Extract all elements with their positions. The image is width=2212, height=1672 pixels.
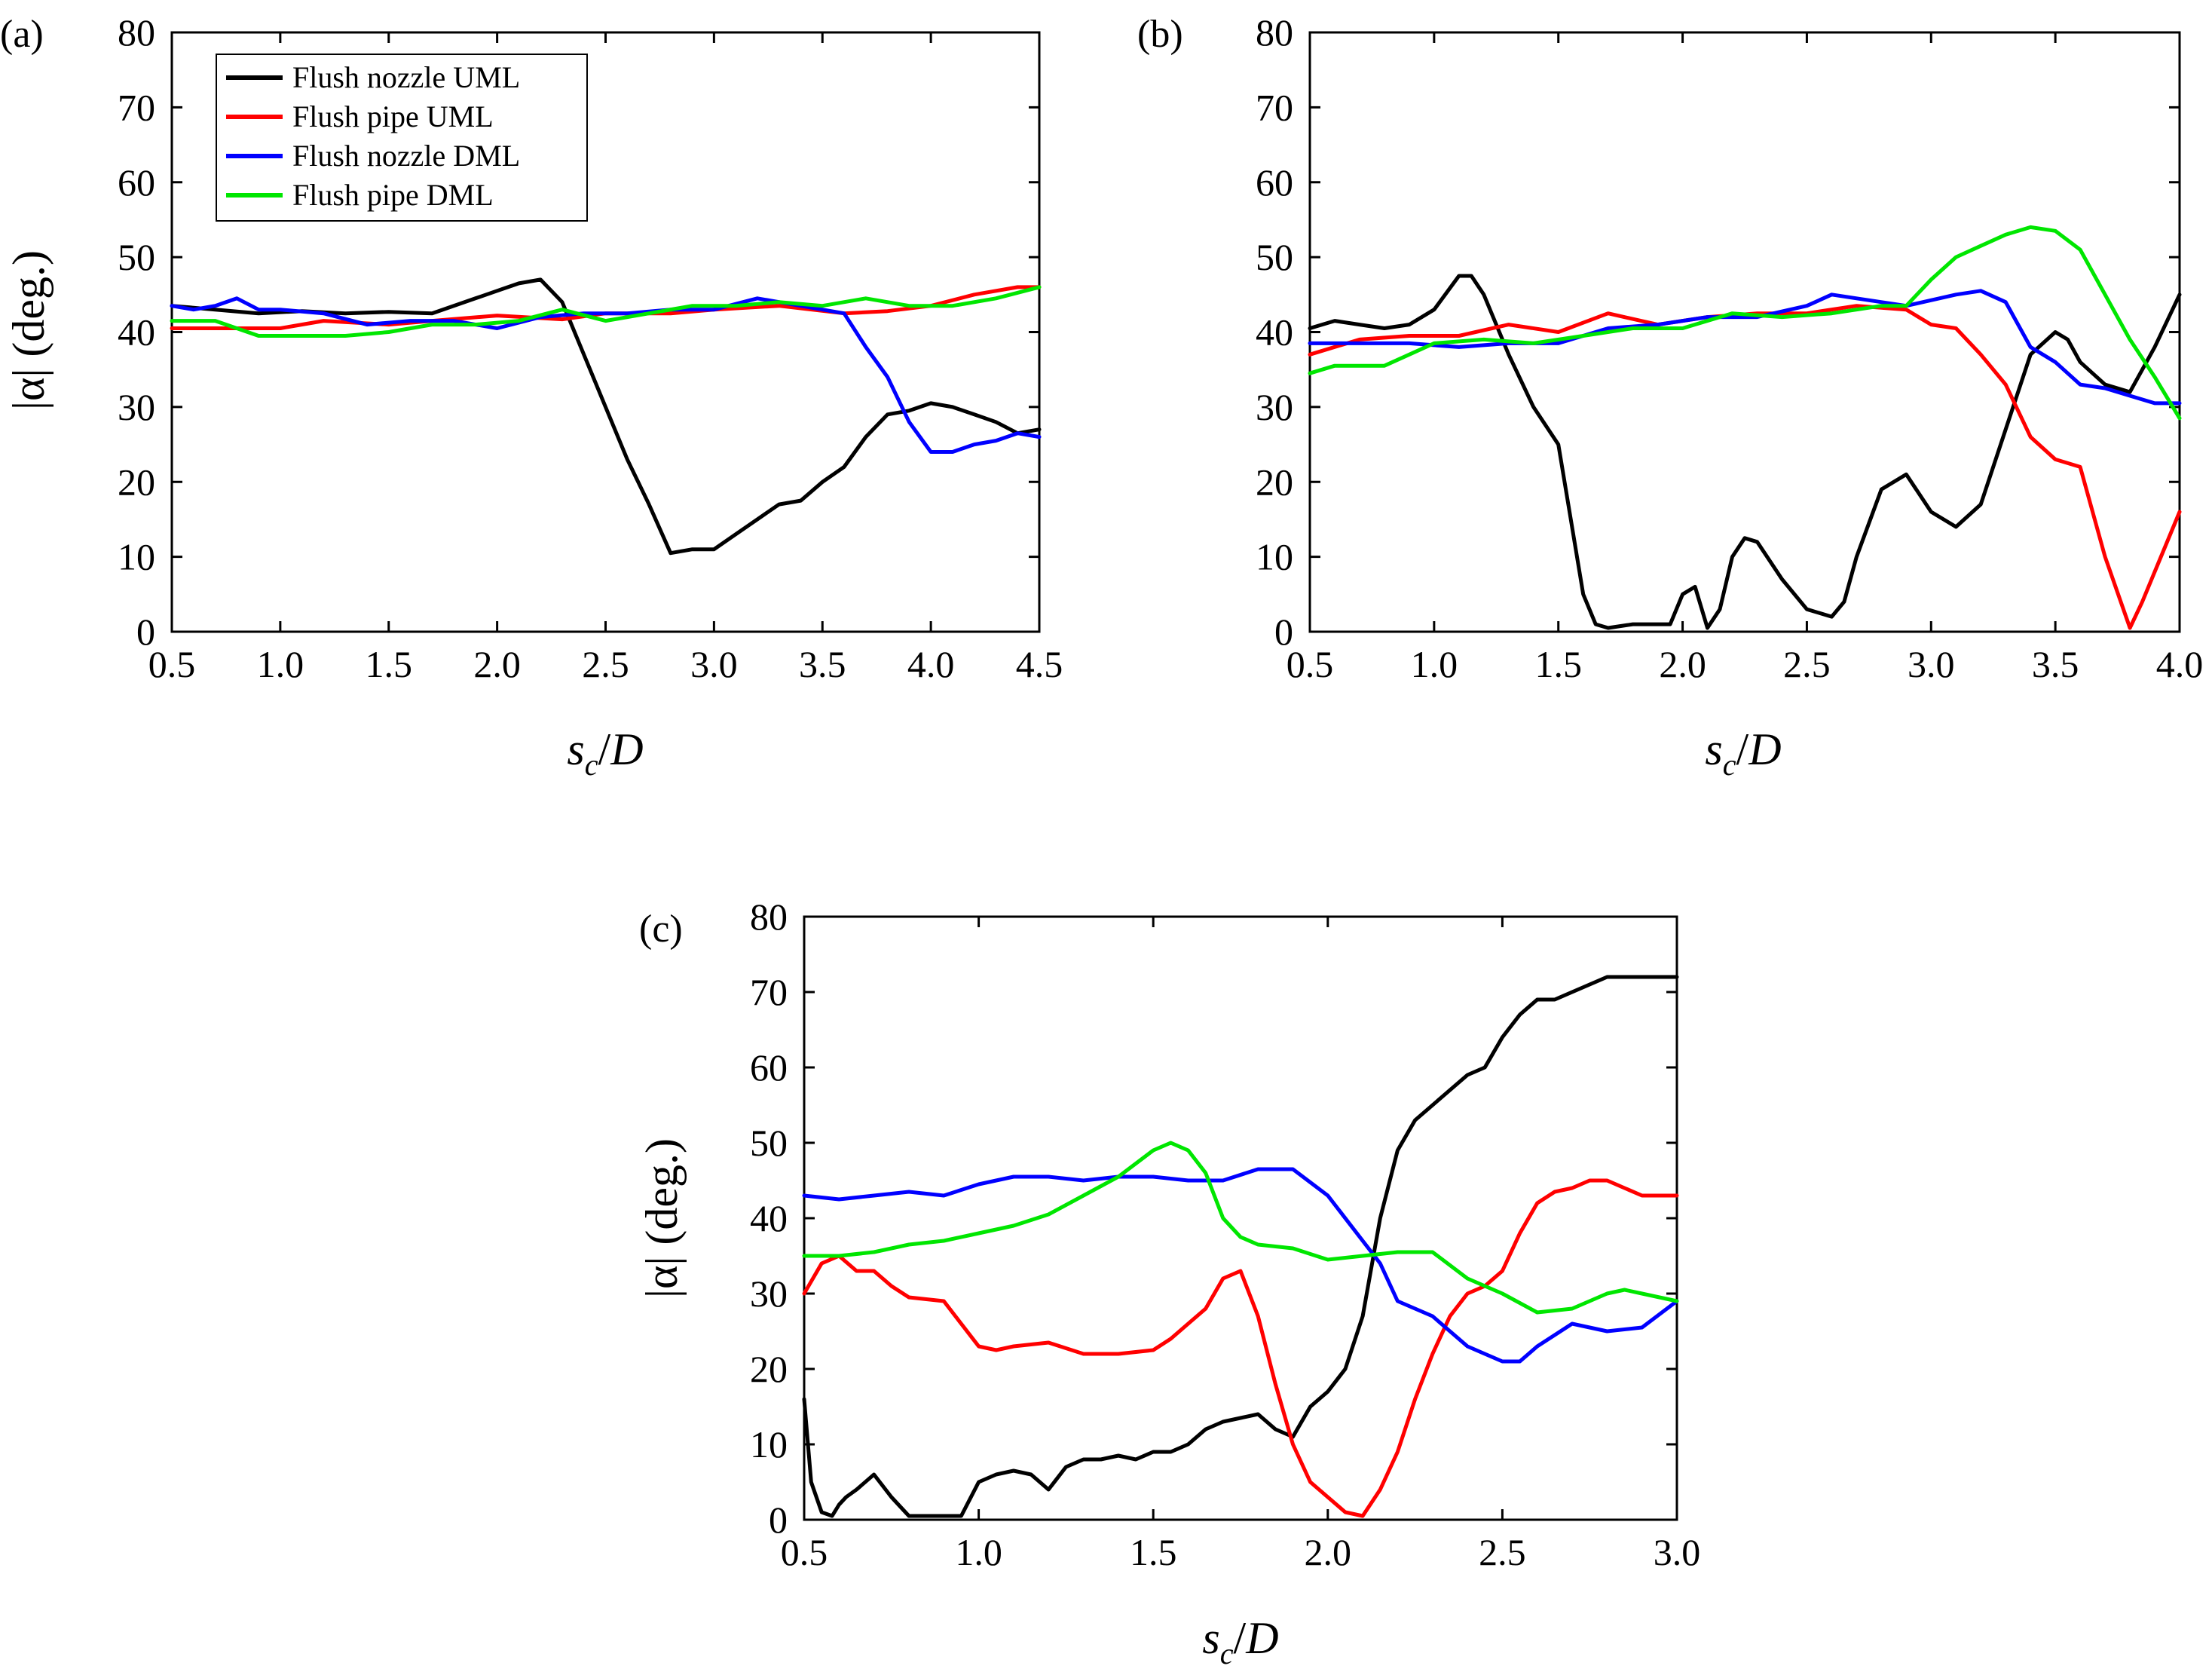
y-tick-label: 20 [1256,461,1293,503]
x-tick-label: 1.0 [955,1531,1002,1573]
y-tick-label: 80 [750,896,788,938]
x-tick-label: 1.5 [1130,1531,1177,1573]
x-tick-label: 3.0 [1654,1531,1701,1573]
x-tick-label: 1.5 [366,643,413,685]
legend-label-nozzle-dml: Flush nozzle DML [292,139,520,173]
x-tick-label: 4.5 [1016,643,1063,685]
panel-a-yticks: 0 10 20 30 40 50 60 70 80 [118,11,1039,653]
panel-b-plot-area [1308,225,2182,630]
series-line-nozzle-dml [1308,289,2182,406]
series-line-pipe-dml [1308,225,2182,421]
legend-label-pipe-dml: Flush pipe DML [292,178,494,212]
x-tick-label: 2.0 [473,643,521,685]
panel-c-yticks: 0 10 20 30 40 50 60 70 80 [750,896,1677,1541]
legend-label-pipe-uml: Flush pipe UML [292,100,494,133]
panel-c-plot-area [802,975,1679,1518]
series-line-pipe-uml [1308,304,2182,630]
y-tick-label: 0 [136,611,155,653]
series-line-nozzle-dml [802,1167,1679,1364]
panel-c-frame [803,915,1678,1521]
y-tick-label: 20 [750,1348,788,1390]
y-tick-label: 70 [1256,86,1293,128]
y-tick-label: 40 [750,1197,788,1239]
x-tick-label: 0.5 [781,1531,828,1573]
x-tick-label: 1.0 [257,643,304,685]
panel-b-xlabel: sc/D [1705,724,1781,782]
panel-c: (c) 0.5 1.0 1.5 2.0 2.5 3.0 0 10 20 30 40 50 60 70 80… [637,896,1700,1670]
panel-a-xlabel: sc/D [567,724,643,782]
panel-b: (b) 0.5 1.0 1.5 2.0 2.5 3.0 3.5 4.0 0 10 20 30 40 50… [1137,11,2203,782]
x-tick-label: 1.0 [1411,643,1458,685]
x-tick-label: 2.0 [1305,1531,1352,1573]
y-tick-label: 50 [118,236,155,278]
x-tick-label: 3.5 [799,643,846,685]
x-tick-label: 3.5 [2032,643,2079,685]
panel-c-xlabel: sc/D [1202,1613,1278,1670]
series-line-nozzle-uml [802,975,1679,1518]
x-tick-label: 1.5 [1534,643,1582,685]
y-tick-label: 40 [118,311,155,354]
panel-a-label: (a) [0,13,44,56]
panel-a: (a) 0.5 1.0 1.5 2.0 2.5 3.0 3.5 4.0 4.5 0 10 20 30 4… [0,11,1063,782]
panel-c-ylabel: |α| (deg.) [637,1138,687,1298]
y-tick-label: 80 [118,11,155,54]
y-tick-label: 50 [1256,236,1293,278]
y-tick-label: 10 [750,1423,788,1465]
x-tick-label: 2.5 [1783,643,1831,685]
x-tick-label: 3.0 [1908,643,1955,685]
x-tick-label: 3.0 [690,643,738,685]
panel-c-xticks: 0.5 1.0 1.5 2.0 2.5 3.0 [781,917,1701,1573]
panel-a-ylabel: |α| (deg.) [4,250,54,410]
panel-b-yticks: 0 10 20 30 40 50 60 70 80 [1256,11,2180,653]
y-tick-label: 10 [1256,536,1293,578]
x-tick-label: 0.5 [148,643,196,685]
series-line-pipe-dml [802,1141,1679,1315]
series-line-pipe-dml [170,285,1042,338]
y-tick-label: 60 [118,161,155,204]
y-tick-label: 0 [769,1499,788,1541]
y-tick-label: 30 [118,386,155,428]
y-tick-label: 80 [1256,11,1293,54]
panel-a-plot-area [170,277,1042,556]
panel-b-label: (b) [1137,13,1183,56]
y-tick-label: 70 [118,86,155,128]
y-tick-label: 20 [118,461,155,503]
y-tick-label: 50 [750,1122,788,1164]
y-tick-label: 40 [1256,311,1293,354]
x-tick-label: 0.5 [1287,643,1334,685]
y-tick-label: 60 [750,1046,788,1089]
x-tick-label: 4.0 [2156,643,2204,685]
legend: Flush nozzle UML Flush pipe UML Flush no… [216,54,588,222]
panel-c-label: (c) [639,908,683,951]
y-tick-label: 30 [1256,386,1293,428]
series-line-nozzle-uml [170,277,1042,556]
x-tick-label: 2.5 [1479,1531,1526,1573]
y-tick-label: 0 [1274,611,1293,653]
x-tick-label: 2.5 [582,643,629,685]
series-line-nozzle-uml [1308,274,2182,630]
x-tick-label: 2.0 [1659,643,1706,685]
y-tick-label: 10 [118,536,155,578]
y-tick-label: 30 [750,1272,788,1315]
x-tick-label: 4.0 [907,643,955,685]
panel-b-frame [1308,31,2181,633]
panel-a-xticks: 0.5 1.0 1.5 2.0 2.5 3.0 3.5 4.0 4.5 [148,32,1063,685]
y-tick-label: 60 [1256,161,1293,204]
legend-label-nozzle-uml: Flush nozzle UML [292,60,520,94]
series-line-pipe-uml [802,1178,1679,1518]
panel-b-xticks: 0.5 1.0 1.5 2.0 2.5 3.0 3.5 4.0 [1287,32,2204,685]
y-tick-label: 70 [750,971,788,1013]
